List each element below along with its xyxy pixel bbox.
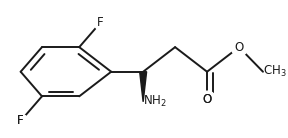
- Text: NH$_2$: NH$_2$: [143, 94, 167, 109]
- Text: O: O: [202, 93, 212, 106]
- Text: F: F: [17, 114, 24, 127]
- Text: O: O: [234, 41, 244, 54]
- Polygon shape: [140, 72, 147, 102]
- Text: F: F: [17, 114, 24, 127]
- Text: O: O: [202, 93, 212, 106]
- Text: CH$_3$: CH$_3$: [263, 64, 287, 79]
- Text: F: F: [97, 16, 104, 29]
